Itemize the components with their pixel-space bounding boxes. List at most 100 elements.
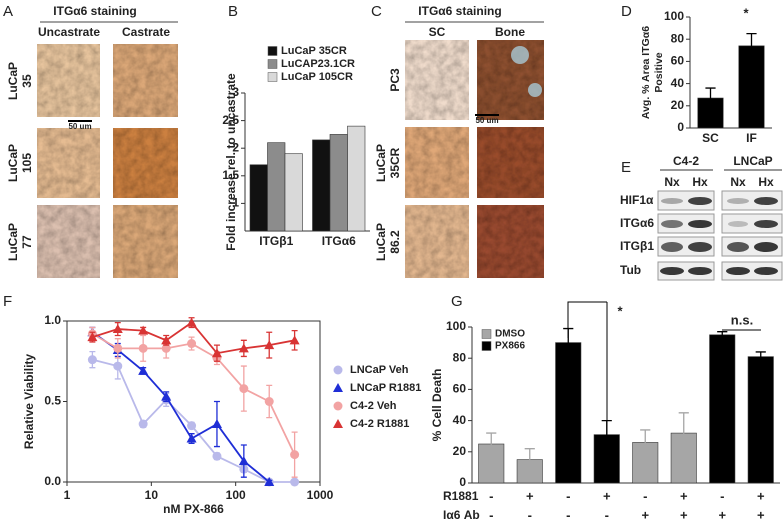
blot-strip [721, 213, 783, 234]
ihc-image [477, 127, 544, 198]
band [661, 198, 683, 204]
y-tick-label: 80 [671, 31, 685, 45]
band [688, 220, 712, 228]
column-label: Castrate [122, 25, 170, 39]
row-label: 77 [20, 235, 34, 249]
lane-label: Nx [664, 175, 680, 189]
legend-marker [333, 419, 343, 428]
x-tick-label: ITGα6 [322, 234, 356, 248]
y-axis-label: Avg. % Area ITGα6 [640, 26, 652, 119]
error-bar [746, 33, 757, 59]
condition-value: - [528, 507, 532, 522]
legend-swatch [267, 59, 278, 69]
y-tick-label: 1 [232, 196, 239, 210]
band [726, 267, 750, 275]
condition-label: R1881 [443, 489, 479, 503]
band [754, 267, 778, 275]
marker [138, 343, 148, 353]
y-tick-label: 40 [671, 76, 685, 90]
row-label: LuCaP [6, 62, 20, 100]
legend-label: LNCaP Veh [350, 364, 409, 376]
marker [289, 335, 300, 345]
error-bar [640, 429, 651, 456]
ihc-image [405, 205, 469, 278]
marker [113, 361, 123, 371]
marker [138, 325, 149, 335]
band [688, 267, 712, 275]
band [727, 242, 749, 252]
panel-title: ITGα6 staining [418, 4, 501, 18]
error-bar [678, 412, 689, 455]
band [661, 220, 683, 228]
band [660, 267, 684, 275]
condition-value: - [720, 488, 724, 503]
marker [212, 451, 222, 461]
legend-label: LuCaP 35CR [281, 45, 347, 57]
error-bar [755, 351, 766, 362]
x-tick-label: 10 [145, 488, 159, 502]
blot-row-label: ITGα6 [620, 216, 654, 230]
legend-marker [333, 383, 343, 392]
error-bar [705, 87, 716, 109]
panel-label: C [371, 3, 382, 20]
panel-label: G [451, 293, 463, 310]
ihc-image [37, 44, 100, 117]
x-tick-label: 1000 [307, 488, 334, 502]
scale-bar-label: 50 um [68, 122, 91, 131]
band [727, 198, 749, 204]
y-tick-label: 2 [232, 140, 239, 154]
bar [329, 134, 348, 232]
ihc-image [113, 128, 178, 198]
panel-label: D [621, 3, 632, 20]
lane-label: Hx [692, 175, 708, 189]
marker [187, 339, 197, 349]
y-tick-label: 0 [459, 475, 466, 489]
bone-space [528, 83, 542, 97]
y-tick-label: 100 [446, 319, 466, 333]
row-label: LuCaP [374, 144, 388, 182]
x-tick-label: ITGβ1 [259, 234, 293, 248]
condition-value: + [680, 488, 688, 503]
marker [211, 419, 222, 429]
blot-strip [657, 190, 715, 211]
marker [138, 419, 148, 429]
y-axis-label: Fold increase rel. to uncastrate [224, 73, 238, 251]
legend-label: C4-2 R1881 [350, 418, 409, 430]
y-tick-label: 40 [453, 413, 467, 427]
condition-value: + [718, 507, 726, 522]
western-blot [657, 190, 783, 281]
legend-label: DMSO [495, 329, 525, 340]
marker [290, 477, 300, 487]
error-bar [486, 432, 497, 456]
legend-swatch [267, 72, 278, 82]
bar [249, 164, 268, 232]
marker [161, 391, 172, 401]
annotation: n.s. [731, 312, 753, 327]
marker [161, 343, 171, 353]
ihc-image [477, 40, 544, 120]
legend-label: PX866 [495, 341, 525, 352]
legend-marker [333, 365, 343, 375]
row-label: LuCaP [6, 144, 20, 182]
bar [347, 125, 366, 232]
y-tick-label: 1.0 [44, 313, 61, 327]
legend-marker [333, 401, 343, 411]
row-label: 105 [20, 153, 34, 173]
y-tick-label: 60 [453, 382, 467, 396]
ihc-image [405, 40, 469, 120]
y-axis-label: Positive [653, 52, 665, 92]
panel-title: ITGα6 staining [53, 4, 136, 18]
column-label: SC [429, 25, 446, 39]
marker [264, 340, 275, 350]
y-tick-label: 1.5 [222, 168, 239, 182]
lane-label: Nx [730, 175, 746, 189]
y-tick-label: 0.0 [44, 474, 61, 488]
band [728, 221, 748, 227]
band [688, 197, 712, 205]
x-axis-label: nM PX-866 [163, 502, 224, 516]
y-tick-label: 60 [671, 54, 685, 68]
marker [186, 433, 197, 443]
band [754, 242, 778, 252]
row-label: 86.2 [388, 230, 402, 254]
